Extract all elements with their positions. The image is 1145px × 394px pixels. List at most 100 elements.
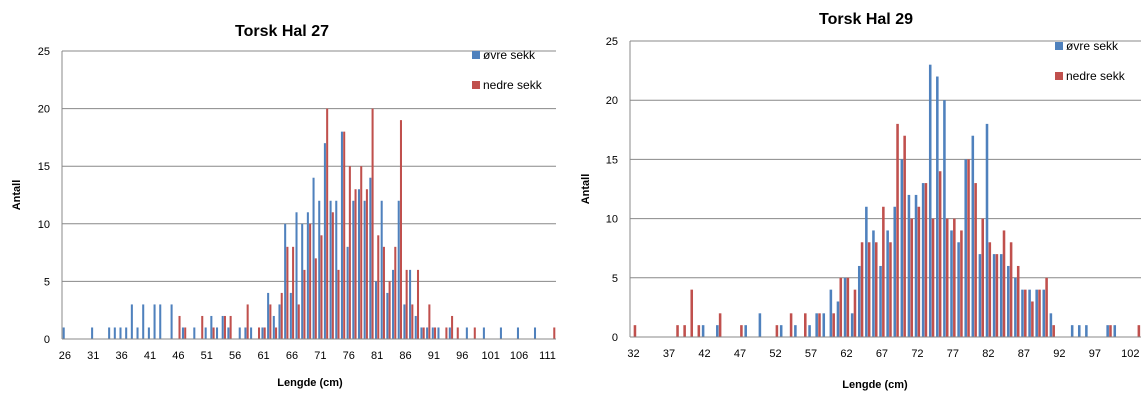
bar-ovre [204,327,207,339]
bar-ovre [352,200,355,339]
bar-ovre [829,289,833,337]
bar-nedre [867,242,871,337]
bar-nedre [377,235,380,339]
bar-nedre [212,327,215,339]
bar-ovre [238,327,241,339]
y-tick-label: 0 [44,334,50,346]
bar-ovre [153,304,156,339]
legend-label-nedre: nedre sekk [1066,69,1126,83]
bar-ovre [900,159,904,337]
bar-ovre [289,292,292,339]
y-tick-label: 5 [44,276,50,288]
bar-nedre [422,327,425,339]
bar-ovre [1085,325,1088,337]
bar-nedre [411,304,414,339]
bar-ovre [250,327,253,339]
bar-nedre [697,325,701,337]
bar-nedre [931,218,935,337]
legend-swatch-nedre [472,81,480,89]
bar-ovre [928,64,932,338]
bar-nedre [896,123,899,337]
bar-ovre [779,325,783,337]
bar-nedre [860,242,864,337]
bar-nedre [354,189,357,339]
bar-nedre [451,315,454,339]
x-tick-label: 92 [1053,348,1065,360]
bar-ovre [999,254,1003,337]
bar-ovre [295,212,298,339]
bar-ovre [794,325,797,337]
bar-ovre [386,292,389,339]
bar-nedre [924,183,928,337]
bar-nedre [382,246,385,339]
bar-nedre [789,313,793,337]
bar-ovre [244,327,247,339]
legend: øvre sekk nedre sekk [1055,39,1126,83]
bar-ovre [267,292,270,339]
bar-nedre [874,242,878,337]
bar-nedre [676,325,679,337]
bar-ovre [1014,277,1017,337]
x-tick-label: 87 [1018,348,1030,360]
bar-nedre [1031,301,1034,337]
bar-ovre [758,313,762,337]
bar-ovre [1077,325,1081,337]
bar-nedre [246,304,249,339]
x-tick-label: 77 [947,348,959,360]
bar-nedre [365,189,368,339]
x-tick-label: 51 [201,350,213,362]
x-tick-label: 57 [805,348,817,360]
bar-ovre [62,327,65,339]
bar-ovre [465,327,468,339]
bar-ovre [346,246,349,339]
bar-nedre [882,206,885,337]
bar-ovre [985,123,989,337]
bar-nedre [1009,242,1013,337]
bar-nedre [974,183,977,337]
bar-ovre [701,325,705,337]
bar-ovre [836,301,840,337]
bar-nedre [434,327,437,339]
bar-ovre [369,177,372,339]
x-tick-label: 66 [286,350,298,362]
bar-nedre [405,269,408,339]
x-tick-label: 72 [911,348,923,360]
bar-ovre [170,304,173,339]
bar-ovre [964,159,967,337]
x-tick-label: 61 [257,350,269,362]
chart-torsk-hal-29: Torsk Hal 29 0 5 10 15 20 25 32 37 42 47 52 57 62 67 72… [575,0,1145,394]
legend-label-ovre: øvre sekk [1066,39,1119,53]
bar-ovre [936,76,939,338]
y-tick-label: 15 [606,154,618,166]
x-tick-label: 41 [144,350,156,362]
x-tick-label: 46 [172,350,184,362]
bar-ovre [181,327,184,339]
bar-nedre [394,246,397,339]
bar-ovre [1028,289,1031,337]
bar-nedre [839,277,843,337]
bar-ovre [1035,289,1038,337]
bar-nedre [1052,325,1055,337]
bar-nedre [473,327,476,339]
bar-ovre [437,327,440,339]
bar-ovre [113,327,116,339]
bar-ovre [1042,289,1046,337]
bar-nedre [416,269,420,339]
bar-ovre [921,183,925,337]
bar-ovre [978,254,982,337]
bar-nedre [257,327,261,339]
bar-ovre [744,325,747,337]
x-tick-label: 81 [371,350,383,362]
x-tick-label: 96 [456,350,468,362]
bar-nedre [286,246,289,339]
x-tick-label: 56 [229,350,241,362]
bar-nedre [456,327,459,339]
bar-ovre [1021,289,1024,337]
y-tick-label: 5 [612,273,618,285]
bar-nedre [995,254,999,337]
x-tick-label: 111 [539,350,556,362]
bar-ovre [1106,325,1109,337]
bar-ovre [335,200,338,339]
bar-nedre [945,218,949,337]
x-tick-label: 97 [1089,348,1101,360]
